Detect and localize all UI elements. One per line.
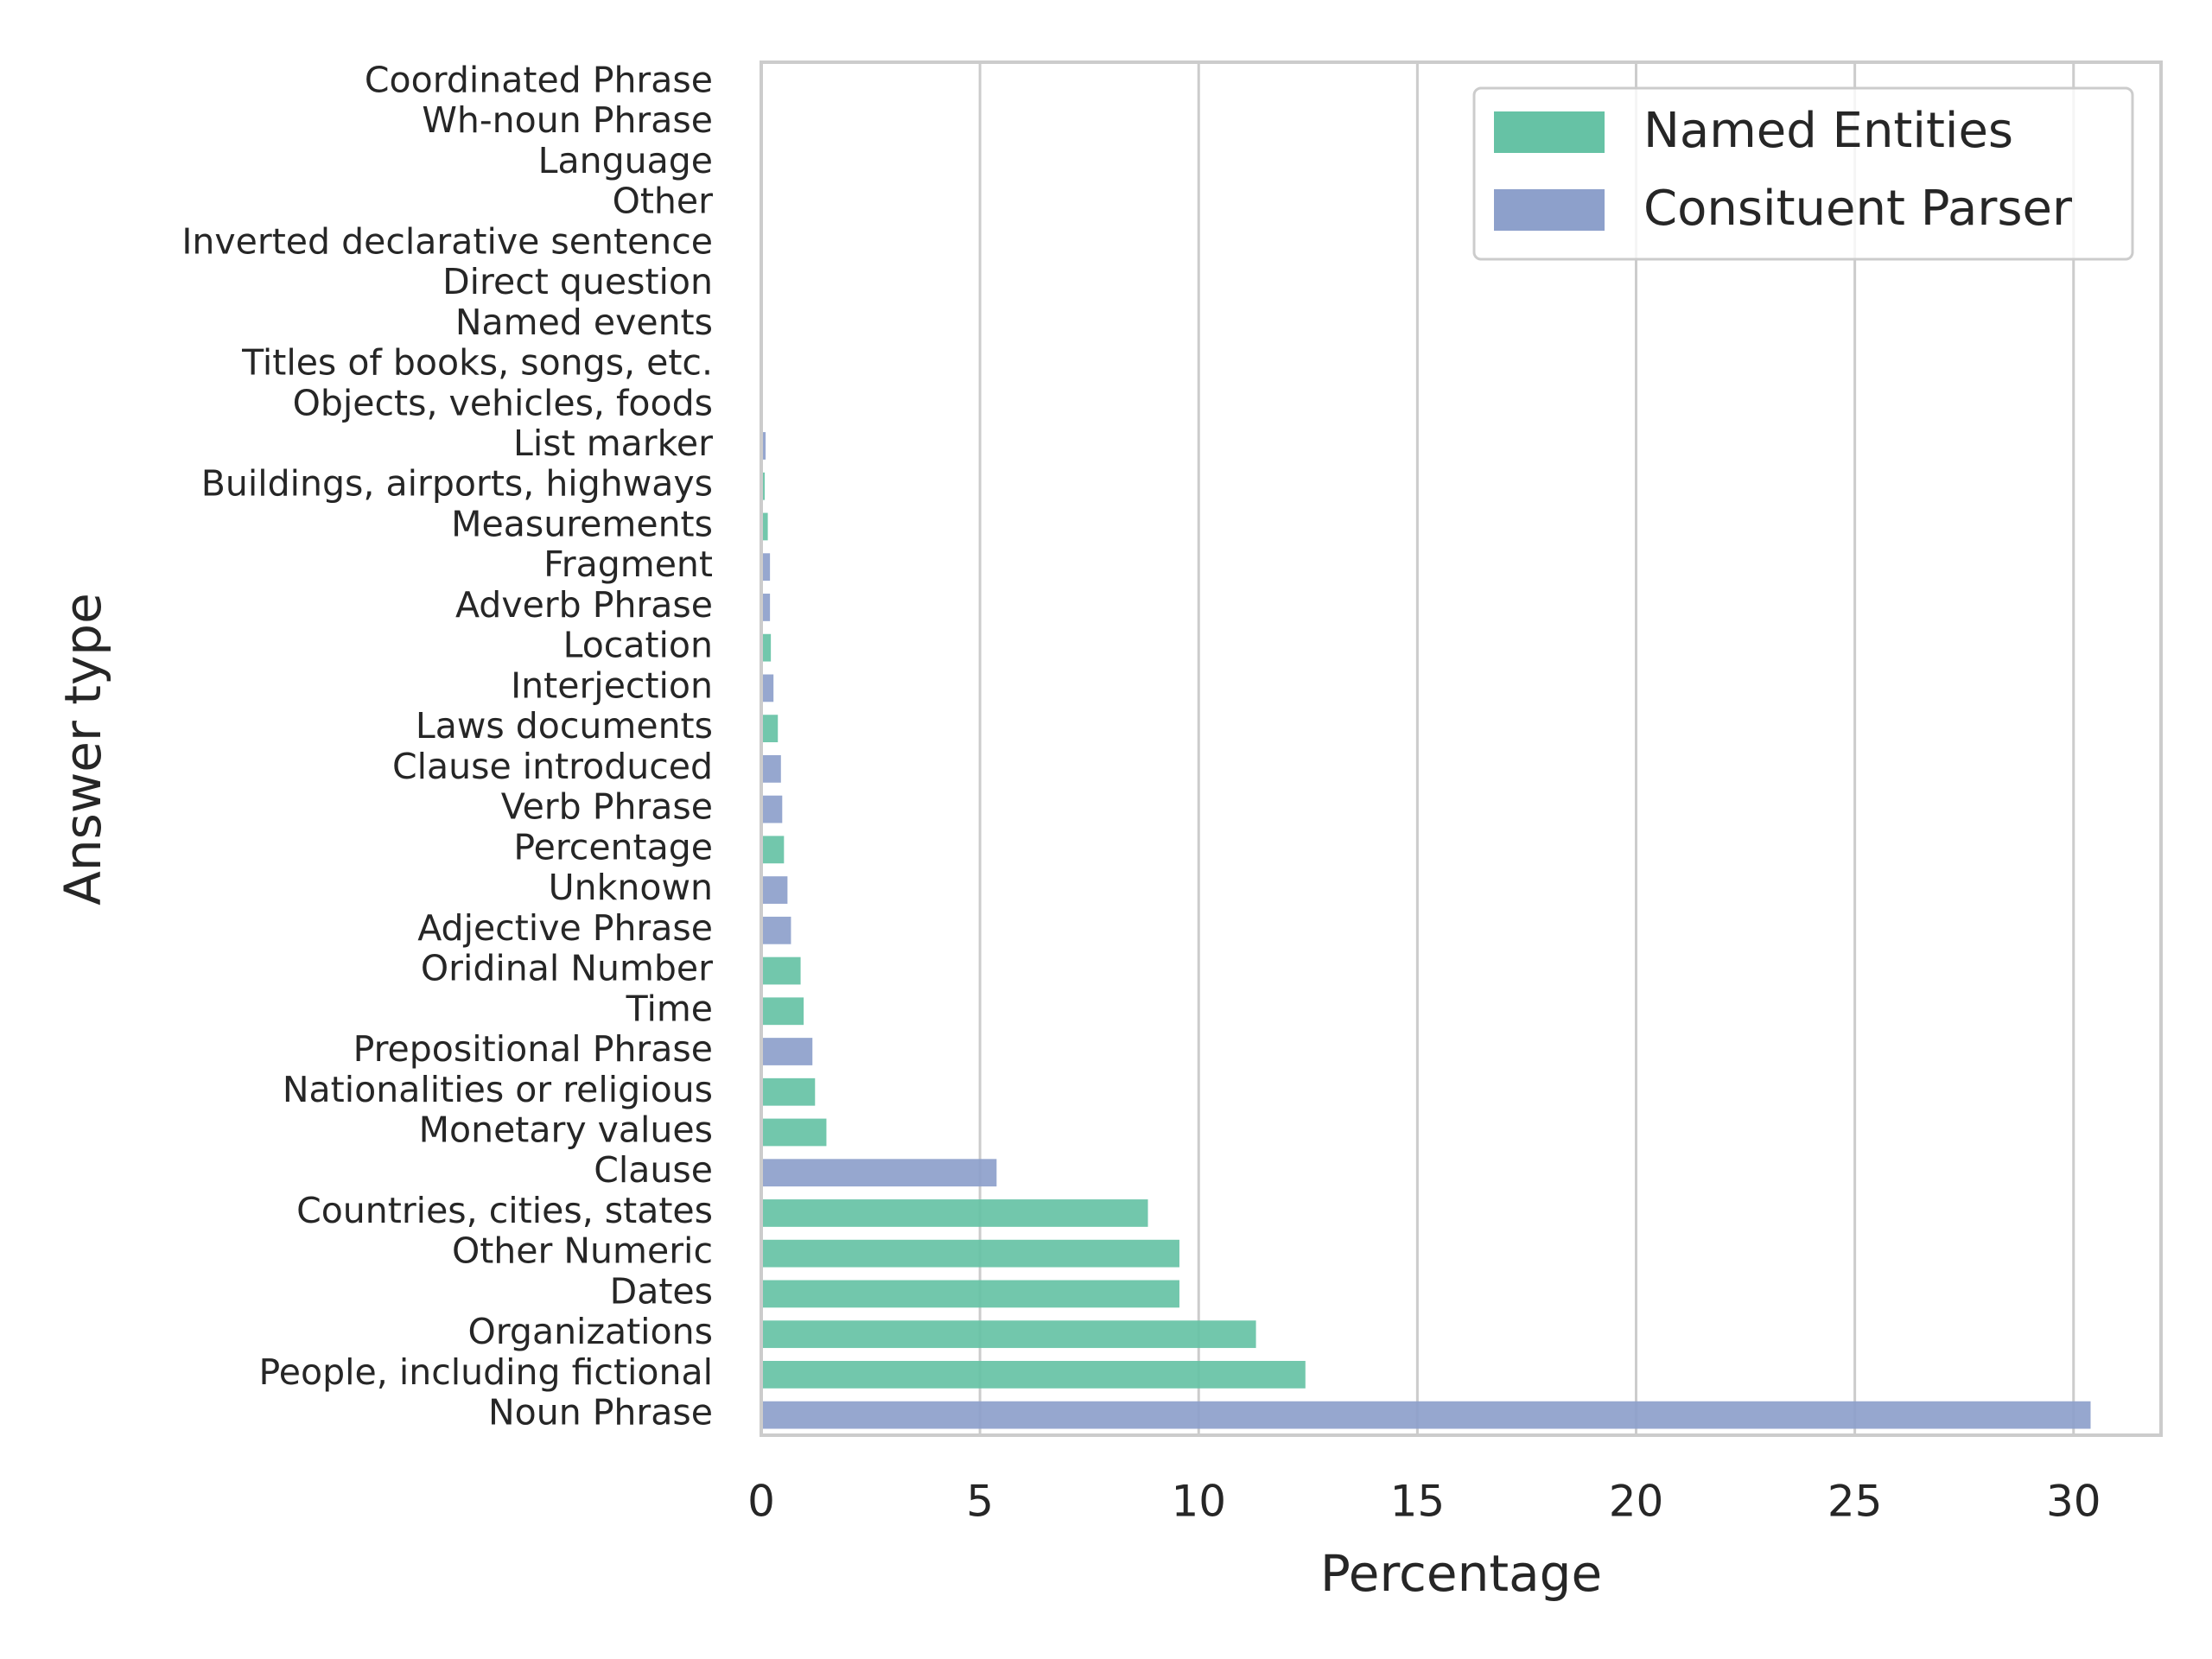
bar xyxy=(761,1280,1179,1308)
bar xyxy=(761,1159,997,1187)
y-tick-label: Fragment xyxy=(543,543,713,585)
bar xyxy=(761,997,804,1026)
legend-swatch xyxy=(1494,189,1605,231)
bar xyxy=(761,876,788,904)
bar xyxy=(761,1199,1148,1227)
bar xyxy=(761,1038,813,1065)
y-axis-label: Answer type xyxy=(54,593,112,906)
bar xyxy=(761,472,766,500)
bar xyxy=(761,1401,2091,1429)
y-tick-label: Monetary values xyxy=(419,1109,713,1150)
y-tick-label: Direct question xyxy=(442,261,713,302)
y-tick-label: Noun Phrase xyxy=(488,1392,713,1433)
y-tick-label: Verb Phrase xyxy=(501,786,713,828)
bar xyxy=(761,715,779,743)
legend-label: Consituent Parser xyxy=(1643,181,2073,237)
x-tick-label: 30 xyxy=(2046,1477,2101,1527)
y-tick-label: Prepositional Phrase xyxy=(353,1028,713,1070)
y-tick-label: Other Numeric xyxy=(452,1230,713,1272)
y-tick-label: Adjective Phrase xyxy=(417,907,713,949)
bar xyxy=(761,594,771,621)
y-tick-label: Dates xyxy=(610,1270,713,1312)
x-tick-label: 5 xyxy=(966,1477,994,1527)
bar xyxy=(761,432,766,460)
bar xyxy=(761,1361,1306,1389)
y-tick-label: Other xyxy=(613,181,714,222)
y-tick-label: Inverted declarative sentence xyxy=(181,220,713,262)
y-tick-label: Coordinated Phrase xyxy=(365,59,713,100)
y-tick-label: Clause introduced xyxy=(392,746,713,787)
bar xyxy=(761,633,772,662)
y-tick-label: Wh-noun Phrase xyxy=(422,99,713,141)
x-tick-label: 0 xyxy=(747,1477,775,1527)
bar xyxy=(761,512,768,541)
y-tick-label: Adverb Phrase xyxy=(455,584,713,626)
y-tick-label: Named events xyxy=(455,302,713,343)
x-tick-label: 20 xyxy=(1609,1477,1664,1527)
y-tick-label: Objects, vehicles, foods xyxy=(293,382,713,423)
x-tick-label: 25 xyxy=(1827,1477,1883,1527)
y-tick-label: Nationalities or religious xyxy=(283,1069,713,1110)
legend-frame xyxy=(1472,86,2134,261)
y-tick-label: Buildings, airports, highways xyxy=(201,463,713,505)
y-tick-label: List marker xyxy=(513,423,713,464)
y-tick-label: Titles of books, songs, etc. xyxy=(241,342,713,384)
y-tick-label: Language xyxy=(538,140,713,181)
x-axis-label: Percentage xyxy=(1320,1544,1602,1603)
x-tick-label: 15 xyxy=(1390,1477,1446,1527)
y-tick-label: Measurements xyxy=(451,503,713,544)
legend-label: Named Entities xyxy=(1643,103,2013,159)
bar xyxy=(761,1118,827,1147)
y-tick-label: Interjection xyxy=(511,664,713,706)
x-tick-label: 10 xyxy=(1171,1477,1226,1527)
y-tick-label: Unknown xyxy=(549,867,713,908)
bar xyxy=(761,795,783,823)
y-tick-label: Countries, cities, states xyxy=(296,1190,713,1231)
y-tick-label: Time xyxy=(626,988,713,1029)
bar xyxy=(761,754,781,783)
bar xyxy=(761,553,771,582)
y-tick-label: Location xyxy=(563,625,713,666)
y-tick-label: Clause xyxy=(594,1149,713,1191)
bar xyxy=(761,916,791,944)
bar xyxy=(761,1077,816,1106)
bar xyxy=(761,836,785,864)
y-tick-label: People, including fictional xyxy=(259,1351,713,1393)
y-tick-label: Percentage xyxy=(513,826,713,868)
bar xyxy=(761,1239,1179,1268)
plot-frame xyxy=(760,60,2163,1437)
y-tick-label: Oridinal Number xyxy=(421,948,713,989)
bar xyxy=(761,957,801,985)
legend-swatch xyxy=(1494,111,1605,153)
bar xyxy=(761,674,774,702)
y-tick-label: Laws documents xyxy=(416,705,713,747)
y-tick-label: Organizations xyxy=(468,1311,713,1352)
bar xyxy=(761,1320,1256,1349)
